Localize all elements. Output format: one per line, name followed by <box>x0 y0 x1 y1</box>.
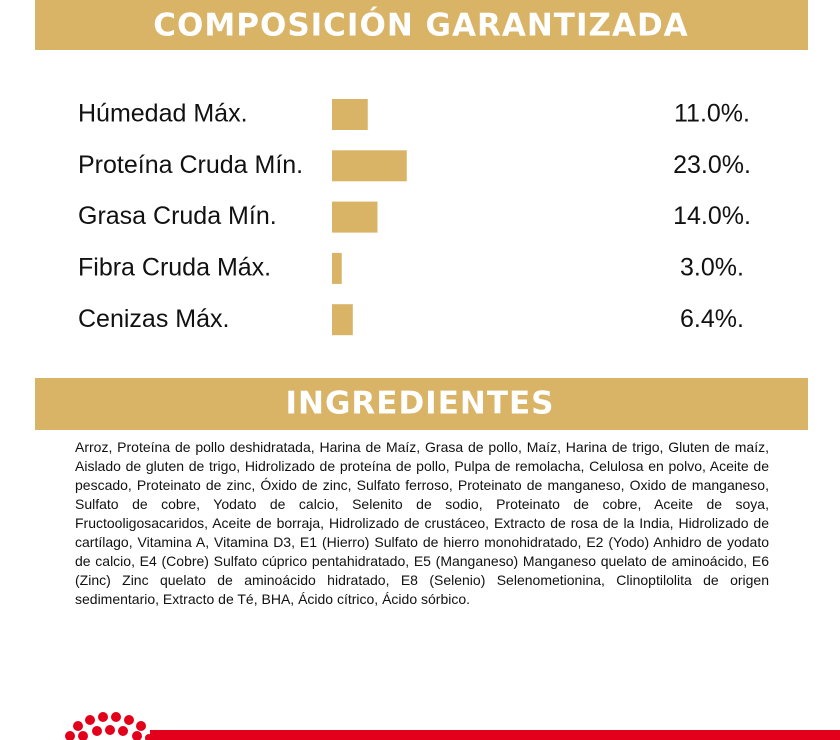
bar <box>332 99 368 130</box>
footer-line <box>150 730 840 740</box>
row-value: 23.0%. <box>673 151 751 179</box>
ingredients-text: Arroz, Proteína de pollo deshidratada, H… <box>75 439 769 607</box>
logo <box>65 712 153 740</box>
bar <box>332 150 407 182</box>
header-bar <box>35 378 808 430</box>
row-value: 14.0%. <box>673 202 751 230</box>
header-bar <box>35 0 808 50</box>
composition-title: COMPOSICIÓN GARANTIZADA <box>153 7 688 44</box>
row-label: Proteína Cruda Mín. <box>78 151 303 179</box>
bar <box>332 304 353 336</box>
row-label: Cenizas Máx. <box>78 305 229 333</box>
row-label: Fibra Cruda Máx. <box>78 254 271 282</box>
bar <box>332 201 378 233</box>
ingredients-title: INGREDIENTES <box>285 386 554 422</box>
row-value: 6.4%. <box>680 305 744 333</box>
row-value: 3.0%. <box>680 254 744 282</box>
row-label: Grasa Cruda Mín. <box>78 202 277 230</box>
row-value: 11.0%. <box>674 100 750 128</box>
row-label: Húmedad Máx. <box>78 100 248 128</box>
bar <box>332 252 342 284</box>
